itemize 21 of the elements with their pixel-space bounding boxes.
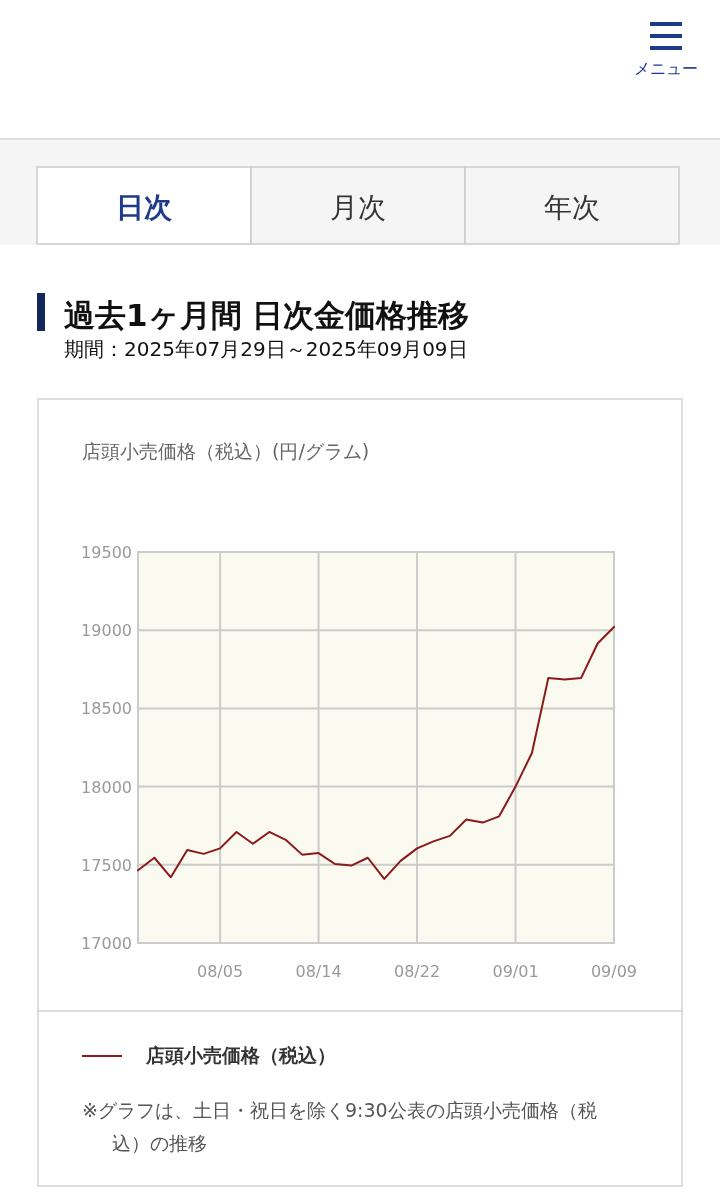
x-tick-label: 09/01 [492, 962, 539, 981]
y-tick-label: 17500 [81, 855, 132, 875]
text: ※グラフは、土日・祝日を除く9:30公表の店頭小売価格（税込）の推移 [82, 1099, 597, 1154]
text: メニュー [634, 59, 698, 78]
y-tick-label: 17000 [81, 934, 132, 953]
text: 年次 [544, 191, 600, 224]
chart-subtitle: 期間：2025年07月29日～2025年09月09日 [64, 337, 468, 361]
x-tick-label: 08/22 [393, 962, 441, 981]
x-tick-label: 08/05 [197, 962, 244, 981]
y-axis-title: 店頭小売価格（税込）(円/グラム) [82, 440, 370, 462]
y-tick-label: 18500 [81, 699, 132, 719]
x-tick-label: 08/14 [295, 962, 342, 981]
line-series [137, 626, 615, 880]
text: 日次 [116, 191, 173, 224]
y-tick-label: 19000 [81, 621, 132, 641]
legend-label: 店頭小売価格（税込） [145, 1044, 336, 1066]
chart-title: 過去1ヶ月間 日次金価格推移 [64, 297, 470, 333]
y-tick-label: 18000 [81, 777, 132, 797]
text: 月次 [330, 191, 386, 224]
x-tick-label: 09/09 [590, 962, 638, 981]
y-tick-label: 19500 [81, 543, 132, 562]
